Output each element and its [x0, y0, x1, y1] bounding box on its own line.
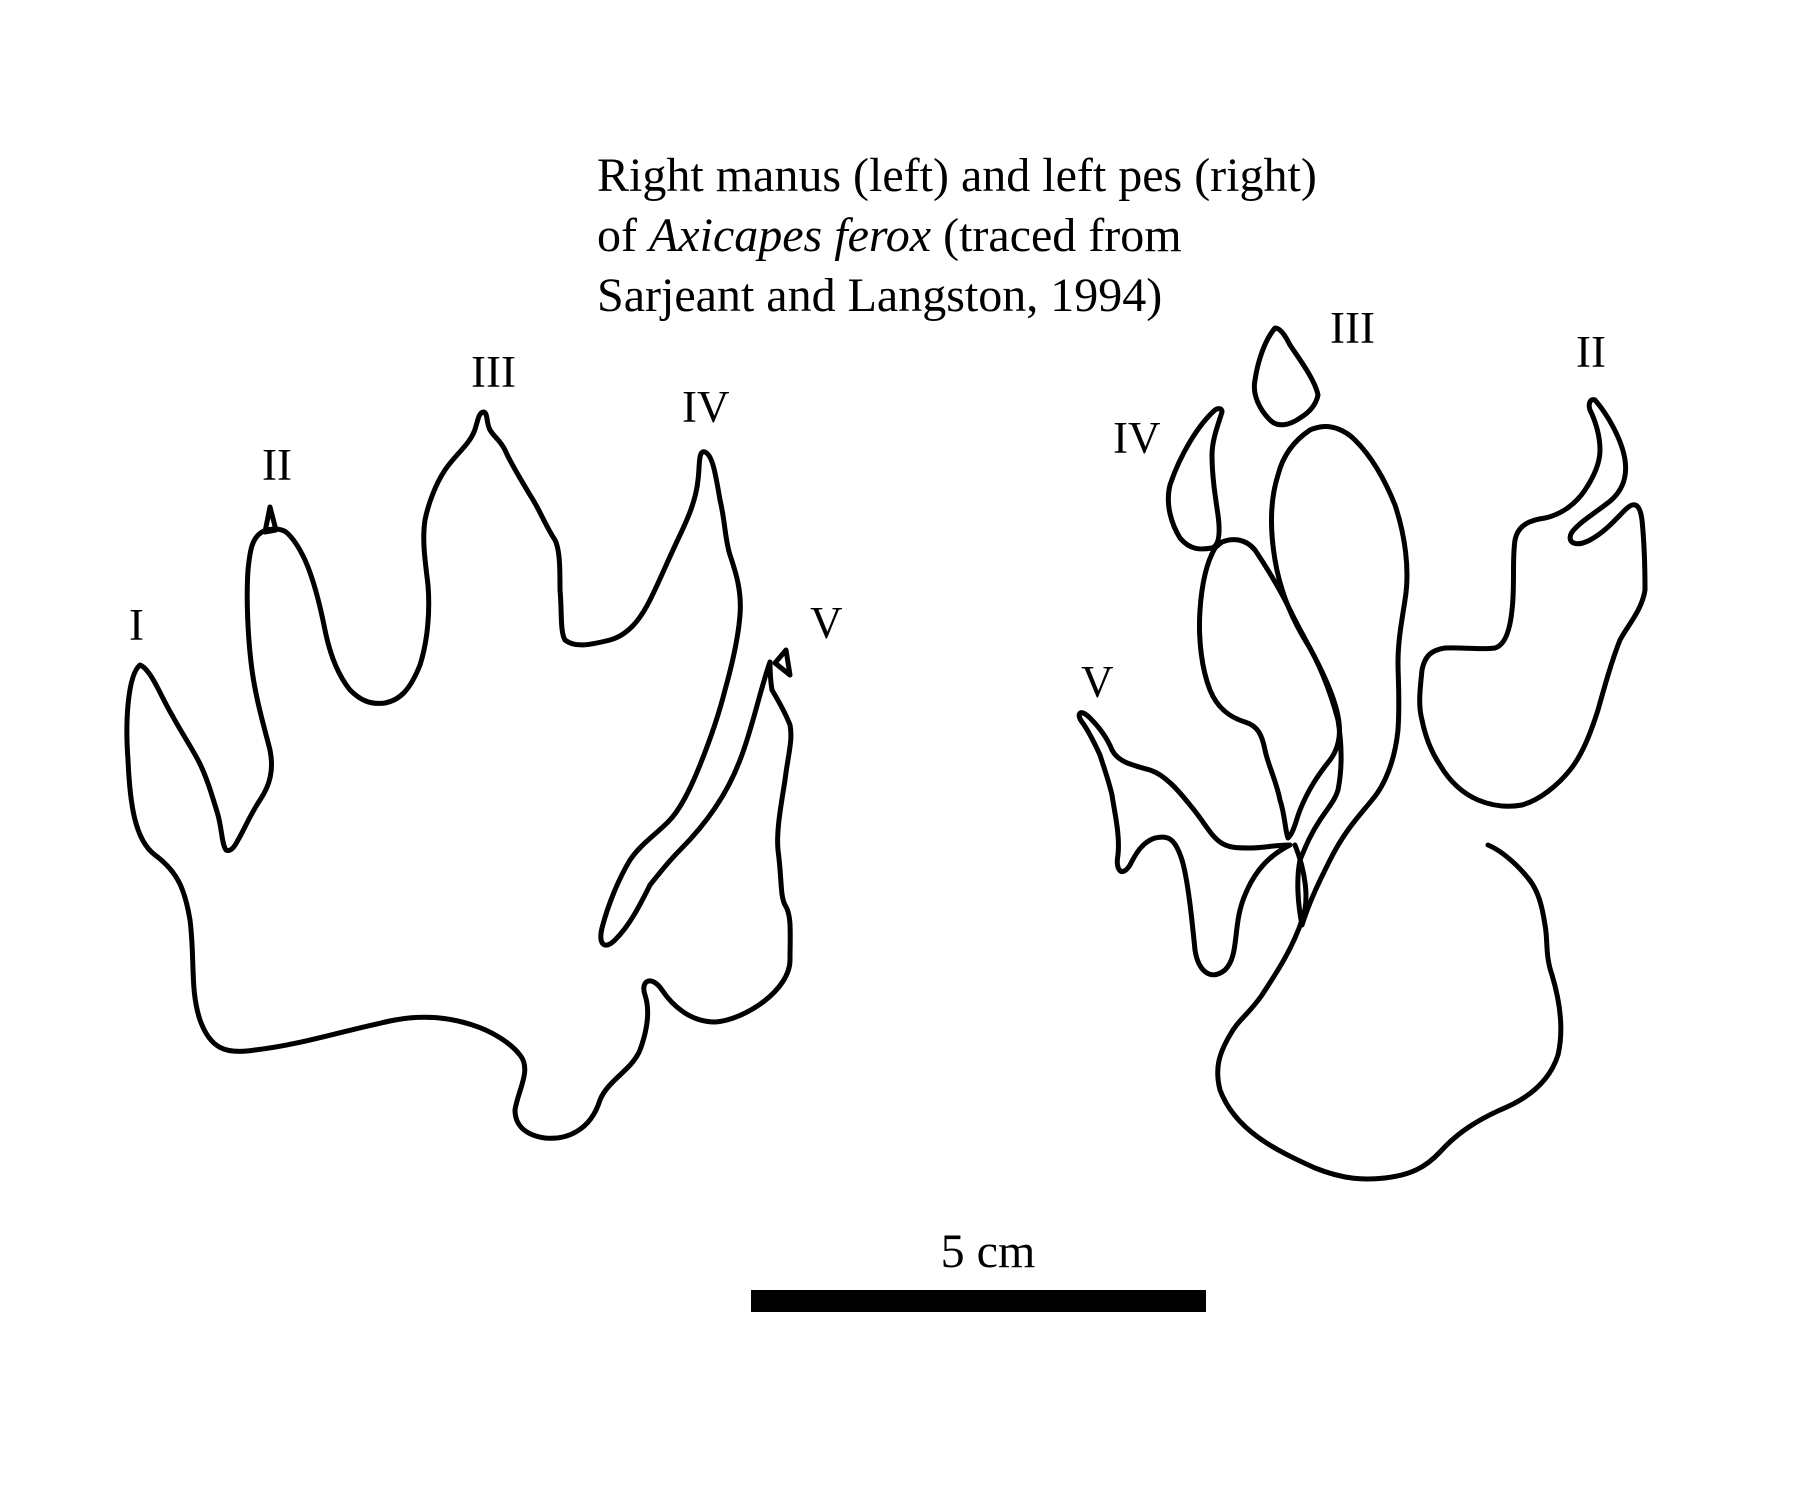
manus-digit-I-label: I — [129, 600, 144, 650]
pes-digit-III — [1269, 424, 1410, 928]
caption-line-2-suffix: (traced from — [931, 209, 1182, 262]
manus-digit-V-tip — [772, 647, 793, 678]
pes-digit-V-label: V — [1081, 657, 1114, 707]
manus-digit-V-label: V — [810, 598, 843, 648]
caption-line-2-prefix: of — [597, 209, 649, 262]
pes-digit-III-tip — [1251, 325, 1321, 428]
caption-line-2: of Axicapes ferox (traced from — [597, 209, 1182, 262]
species-name: Axicapes ferox — [646, 209, 931, 262]
manus-outline — [124, 409, 794, 1141]
manus-digit-IV-label: IV — [682, 382, 729, 432]
manus-digit-II-tip — [262, 504, 279, 535]
left-pes-footprint: III II IV V — [1076, 303, 1648, 1182]
scale-bar: 5 cm — [751, 1225, 1206, 1312]
figure-caption: Right manus (left) and left pes (right) … — [597, 149, 1317, 322]
pes-heel-pad — [1215, 842, 1564, 1182]
pes-digit-II-label: II — [1576, 327, 1606, 377]
pes-digit-II — [1417, 397, 1648, 809]
pes-digit-IV-label: IV — [1113, 413, 1160, 463]
pes-digit-IV-tip — [1165, 406, 1225, 552]
pes-digit-III-label: III — [1330, 303, 1375, 353]
caption-line-1: Right manus (left) and left pes (right) — [597, 149, 1317, 202]
caption-line-3: Sarjeant and Langston, 1994) — [597, 269, 1162, 322]
pes-digit-IV — [1197, 537, 1342, 841]
scale-bar-label: 5 cm — [941, 1225, 1036, 1278]
pes-outline — [1076, 710, 1293, 978]
scale-bar-line — [751, 1290, 1206, 1312]
manus-digit-II-label: II — [262, 440, 292, 490]
manus-digit-III-label: III — [471, 347, 516, 397]
right-manus-footprint: I II III IV V — [124, 347, 843, 1141]
